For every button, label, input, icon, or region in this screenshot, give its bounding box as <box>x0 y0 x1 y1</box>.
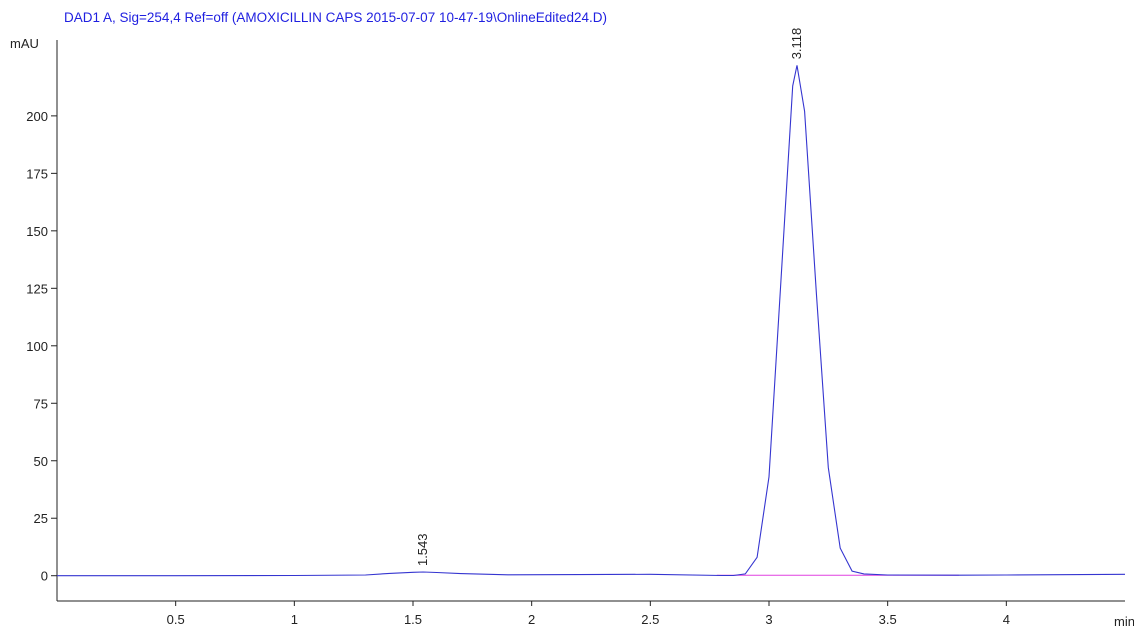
x-tick-label: 3.5 <box>879 612 897 627</box>
x-tick-label: 4 <box>1003 612 1010 627</box>
x-tick-label: 1 <box>291 612 298 627</box>
y-tick-label: 125 <box>26 281 48 296</box>
x-tick-label: 2 <box>528 612 535 627</box>
y-tick-label: 0 <box>41 569 48 584</box>
x-tick-label: 3 <box>765 612 772 627</box>
x-axis-label: min <box>1114 614 1134 629</box>
y-tick-label: 150 <box>26 224 48 239</box>
x-tick-label: 2.5 <box>641 612 659 627</box>
y-tick-label: 100 <box>26 339 48 354</box>
chart-title: DAD1 A, Sig=254,4 Ref=off (AMOXICILLIN C… <box>64 10 607 25</box>
peak-label: 1.543 <box>415 533 430 566</box>
y-tick-label: 175 <box>26 166 48 181</box>
y-tick-label: 75 <box>34 396 48 411</box>
signal-line <box>57 65 1126 577</box>
y-axis-label: mAU <box>10 36 39 51</box>
peak-label: 3.118 <box>789 28 804 60</box>
x-tick-label: 1.5 <box>404 612 422 627</box>
y-tick-label: 200 <box>26 109 48 124</box>
y-tick-label: 25 <box>34 511 48 526</box>
y-tick-label: 50 <box>34 454 48 469</box>
x-tick-label: 0.5 <box>167 612 185 627</box>
